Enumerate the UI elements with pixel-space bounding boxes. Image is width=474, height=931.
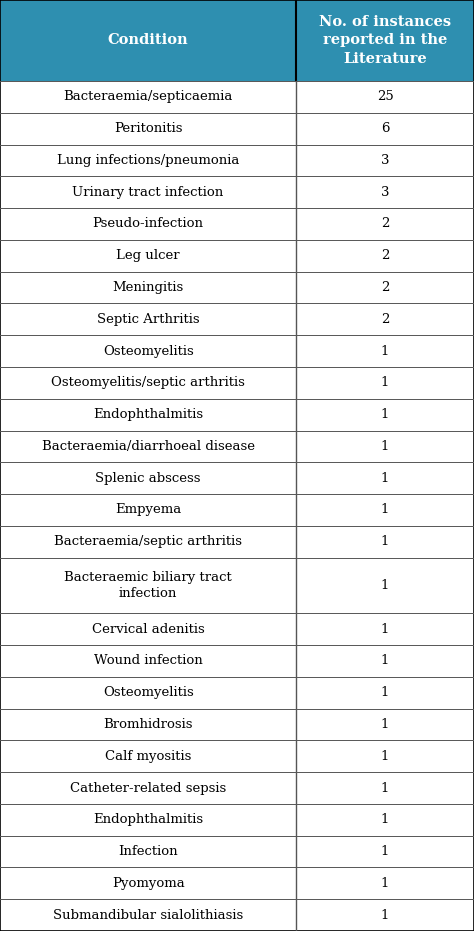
- Text: 1: 1: [381, 579, 389, 592]
- Text: 1: 1: [381, 686, 389, 699]
- Text: Urinary tract infection: Urinary tract infection: [73, 185, 224, 198]
- Text: Empyema: Empyema: [115, 504, 181, 517]
- Text: 1: 1: [381, 845, 389, 858]
- Text: 3: 3: [381, 154, 389, 167]
- Text: 1: 1: [381, 344, 389, 358]
- Text: 1: 1: [381, 781, 389, 794]
- Text: 1: 1: [381, 749, 389, 762]
- Text: Osteomyelitis/septic arthritis: Osteomyelitis/septic arthritis: [51, 376, 245, 389]
- Text: Meningitis: Meningitis: [112, 281, 184, 294]
- Text: 1: 1: [381, 814, 389, 827]
- Text: 1: 1: [381, 440, 389, 452]
- Text: 1: 1: [381, 535, 389, 548]
- Text: Peritonitis: Peritonitis: [114, 122, 182, 135]
- Text: Bromhidrosis: Bromhidrosis: [103, 718, 193, 731]
- Text: No. of instances
reported in the
Literature: No. of instances reported in the Literat…: [319, 15, 451, 66]
- Text: 2: 2: [381, 313, 389, 326]
- Text: Lung infections/pneumonia: Lung infections/pneumonia: [57, 154, 239, 167]
- Text: Wound infection: Wound infection: [94, 654, 202, 668]
- Text: Infection: Infection: [118, 845, 178, 858]
- Text: Endophthalmitis: Endophthalmitis: [93, 408, 203, 421]
- Text: 1: 1: [381, 654, 389, 668]
- Text: Bacteraemia/diarrhoeal disease: Bacteraemia/diarrhoeal disease: [42, 440, 255, 452]
- Text: Osteomyelitis: Osteomyelitis: [103, 344, 193, 358]
- Text: 1: 1: [381, 472, 389, 485]
- Text: Endophthalmitis: Endophthalmitis: [93, 814, 203, 827]
- Text: Cervical adenitis: Cervical adenitis: [92, 623, 204, 636]
- Bar: [0, 0, 474, 81]
- Text: 25: 25: [377, 90, 393, 103]
- Text: Septic Arthritis: Septic Arthritis: [97, 313, 200, 326]
- Text: Pseudo-infection: Pseudo-infection: [92, 218, 204, 231]
- Text: 3: 3: [381, 185, 389, 198]
- Text: Bacteraemia/septicaemia: Bacteraemia/septicaemia: [64, 90, 233, 103]
- Text: Catheter-related sepsis: Catheter-related sepsis: [70, 781, 226, 794]
- Text: Bacteraemia/septic arthritis: Bacteraemia/septic arthritis: [54, 535, 242, 548]
- Text: 1: 1: [381, 504, 389, 517]
- Text: Splenic abscess: Splenic abscess: [95, 472, 201, 485]
- Text: Condition: Condition: [108, 34, 189, 47]
- Text: Leg ulcer: Leg ulcer: [116, 250, 180, 263]
- Text: Submandibular sialolithiasis: Submandibular sialolithiasis: [53, 909, 243, 922]
- Text: 6: 6: [381, 122, 389, 135]
- Text: Osteomyelitis: Osteomyelitis: [103, 686, 193, 699]
- Text: 2: 2: [381, 250, 389, 263]
- Text: Pyomyoma: Pyomyoma: [112, 877, 184, 890]
- Text: Calf myositis: Calf myositis: [105, 749, 191, 762]
- Text: 2: 2: [381, 281, 389, 294]
- Text: 2: 2: [381, 218, 389, 231]
- Text: 1: 1: [381, 718, 389, 731]
- Text: 1: 1: [381, 623, 389, 636]
- Text: 1: 1: [381, 909, 389, 922]
- Text: Bacteraemic biliary tract
infection: Bacteraemic biliary tract infection: [64, 571, 232, 600]
- Text: 1: 1: [381, 877, 389, 890]
- Text: 1: 1: [381, 408, 389, 421]
- Text: 1: 1: [381, 376, 389, 389]
